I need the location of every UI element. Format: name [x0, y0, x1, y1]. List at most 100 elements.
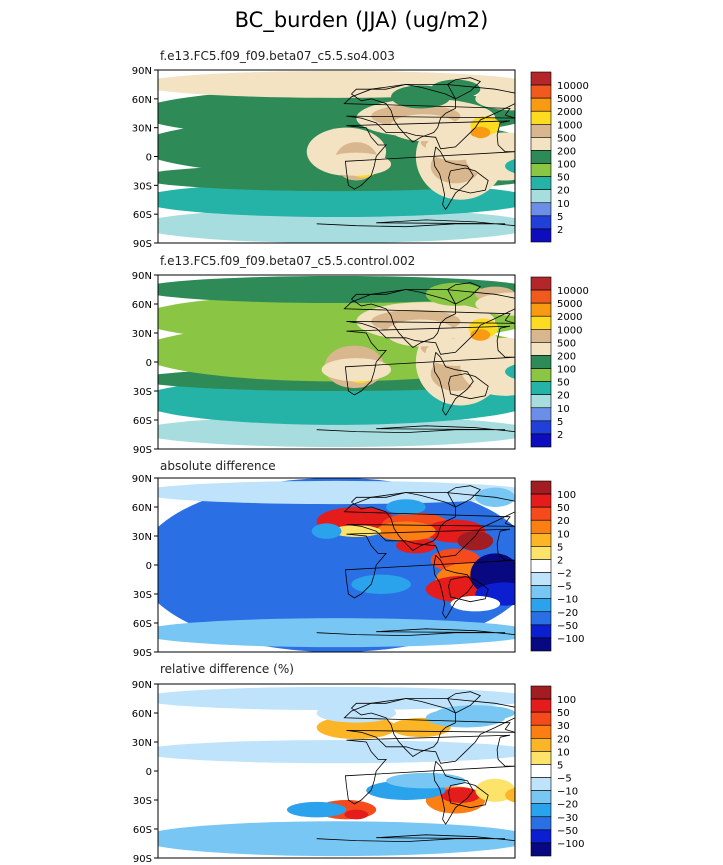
field-contour-16 [386, 319, 456, 347]
coastline-1 [351, 83, 456, 143]
field-contour-19 [505, 364, 515, 379]
field-contour-12 [457, 531, 494, 551]
colorbar-box [530, 738, 552, 752]
colorbar-label: 20 [557, 516, 570, 527]
colorbar-box [530, 842, 552, 857]
colorbar-box [530, 189, 552, 204]
coastline-3 [344, 734, 515, 805]
field-contour-17 [286, 801, 347, 818]
colorbar-box [530, 533, 552, 547]
y-tick-label: 90N [132, 271, 152, 282]
colorbar-label: −100 [557, 634, 584, 645]
panel-0: f.e13.FC5.f09_f09.beta07_c5.5.so4.003 90N… [132, 49, 589, 250]
colorbar-box [530, 137, 552, 151]
y-tick-label: 60S [133, 619, 152, 630]
colorbar-box [530, 711, 552, 726]
colorbar-label: 1000 [557, 325, 582, 336]
coastline-3 [344, 528, 515, 599]
colorbar-label: 50 [557, 708, 570, 719]
colorbar-box [530, 559, 552, 573]
y-tick-label: 90N [132, 66, 152, 77]
colorbar-box [530, 110, 552, 125]
field-contour-21 [321, 152, 392, 176]
field-contour-7 [344, 809, 369, 820]
coastline-5 [448, 373, 489, 400]
colorbar-label: 10000 [557, 286, 589, 297]
colorbar-box [530, 803, 552, 818]
y-tick-label: 90N [132, 680, 152, 691]
y-tick-label: 60S [133, 210, 152, 221]
y-tick-label: 30S [133, 796, 152, 807]
field-contour-11 [505, 787, 515, 803]
colorbar-label: 200 [557, 146, 576, 157]
y-tick-label: 0 [146, 767, 152, 778]
colorbar-box [530, 228, 552, 243]
colorbar-box [530, 624, 552, 639]
colorbar-box [530, 329, 552, 343]
coastline-6 [316, 219, 515, 228]
coastline-5 [448, 576, 489, 603]
map-field [158, 684, 515, 858]
coastline-0 [433, 555, 474, 619]
colorbar-label: −20 [557, 608, 578, 619]
colorbar-label: 10 [557, 199, 570, 210]
y-tick-label: 30S [133, 181, 152, 192]
colorbar-label: 5000 [557, 94, 582, 105]
field-contour-22 [475, 292, 515, 316]
y-tick-label: 60S [133, 416, 152, 427]
colorbar-box [530, 407, 552, 422]
colorbar-box [530, 611, 552, 626]
colorbar-box [530, 572, 552, 586]
colorbar-box [530, 97, 552, 112]
field-contour-20 [450, 595, 501, 612]
colorbar-label: 5 [557, 417, 563, 428]
colorbar-label: −30 [557, 813, 578, 824]
field-contour-1 [158, 618, 515, 648]
colorbar-label: 5000 [557, 299, 582, 310]
colorbar-label: 100 [557, 160, 576, 171]
y-tick-label: 90S [133, 648, 152, 659]
colorbar-box [530, 506, 552, 521]
colorbar-label: −20 [557, 800, 578, 811]
colorbar-label: 10000 [557, 81, 589, 92]
colorbar-label: 2000 [557, 107, 582, 118]
field-contour-8 [396, 537, 436, 554]
colorbar-label: 50 [557, 503, 570, 514]
colorbar-label: 50 [557, 173, 570, 184]
coastline-4 [343, 698, 515, 764]
y-tick-label: 60N [132, 95, 152, 106]
coastline-0 [433, 146, 474, 211]
colorbar-label: 10 [557, 529, 570, 540]
colorbar-box [530, 394, 552, 409]
colorbar-box [530, 71, 552, 86]
panel-title: f.e13.FC5.f09_f09.beta07_c5.5.so4.003 [160, 49, 395, 63]
colorbar-box [530, 302, 552, 317]
coastline-5 [448, 782, 489, 809]
coastline-1 [351, 492, 456, 552]
colorbar-label: 20 [557, 391, 570, 402]
colorbar-box [530, 493, 552, 508]
field-contour-13 [376, 521, 436, 541]
colorbar-label: 5 [557, 760, 563, 771]
colorbar-label: −10 [557, 787, 578, 798]
coastline-6 [316, 628, 515, 637]
field-contour-0 [158, 208, 515, 243]
colorbar-box [530, 215, 552, 230]
colorbar-box [530, 202, 552, 217]
colorbar-box [530, 585, 552, 599]
coastline-6 [316, 834, 515, 843]
y-tick-label: 90S [133, 445, 152, 456]
colorbar-box [530, 433, 552, 448]
y-tick-label: 60S [133, 825, 152, 836]
colorbar-label: 100 [557, 490, 576, 501]
field-contour-15 [470, 126, 491, 139]
y-tick-label: 30N [132, 329, 152, 340]
colorbar-label: 1000 [557, 120, 582, 131]
y-tick-label: 30N [132, 738, 152, 749]
y-tick-label: 90N [132, 474, 152, 485]
y-tick-label: 60N [132, 709, 152, 720]
field-contour-17 [425, 282, 486, 306]
field-contour-15 [316, 703, 397, 723]
coastline-0 [433, 352, 474, 416]
